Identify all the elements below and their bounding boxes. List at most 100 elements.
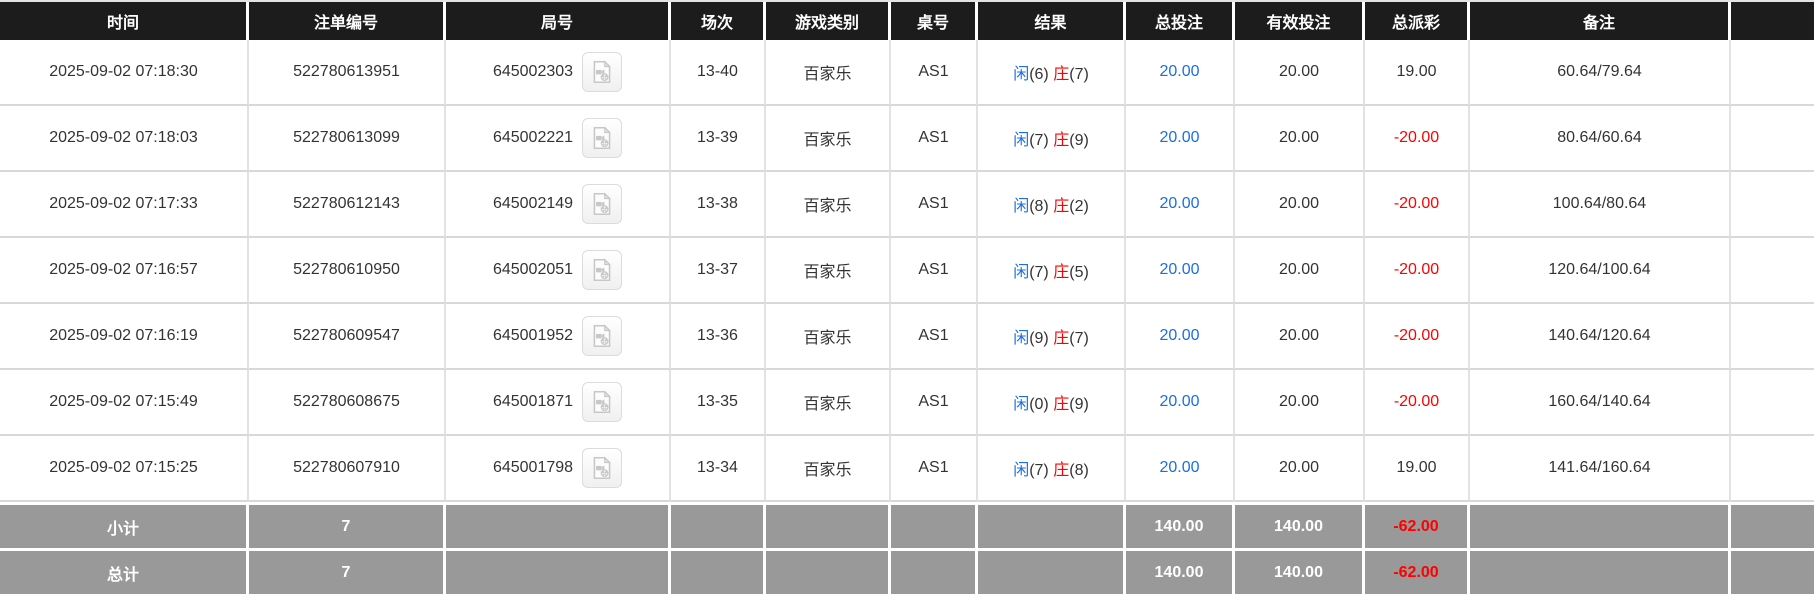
total-bet-link[interactable]: 20.00 [1159,327,1200,344]
cell-game-type: 百家乐 [766,436,891,502]
video-replay-button[interactable] [582,52,623,92]
round-id-value: 645002051 [492,261,574,278]
cell-table-no: AS1 [891,370,978,436]
subtotal-empty-game-type [766,502,891,548]
cell-table-no: AS1 [891,436,978,502]
cell-filler [1731,172,1814,238]
video-replay-button[interactable] [582,316,623,356]
cell-filler [1731,106,1814,172]
cell-total-bet: 20.00 [1126,106,1235,172]
total-empty-round [446,548,671,594]
cell-result: 闲(9) 庄(7) [978,304,1126,370]
header-time: 时间 [0,2,249,40]
result-player-label: 闲 [1013,66,1030,83]
total-filler-cell [1731,548,1814,594]
cell-session: 13-35 [671,370,766,436]
cell-table-no: AS1 [891,106,978,172]
result-banker-label: 庄 [1053,264,1070,281]
round-id-value: 645002221 [492,129,574,146]
subtotal-count: 7 [249,502,446,548]
total-empty-game-type [766,548,891,594]
cell-result: 闲(0) 庄(9) [978,370,1126,436]
table-row: 2025-09-02 07:17:33 522780612143 6450021… [0,172,1814,238]
result-banker-score: (9) [1069,132,1089,149]
result-player-score: (8) [1029,198,1049,215]
cell-payout: 19.00 [1365,40,1470,106]
video-replay-button[interactable] [582,250,623,290]
cell-game-type: 百家乐 [766,172,891,238]
video-replay-button[interactable] [582,118,623,158]
video-replay-button[interactable] [582,448,623,488]
cell-bet-id: 522780610950 [249,238,446,304]
cell-bet-id: 522780608675 [249,370,446,436]
cell-valid-bet: 20.00 [1235,436,1365,502]
header-round-id: 局号 [446,2,671,40]
result-banker-score: (7) [1069,66,1089,83]
cell-payout: -20.00 [1365,238,1470,304]
video-record-icon [589,455,615,481]
result-banker-score: (2) [1069,198,1089,215]
cell-remark: 140.64/120.64 [1470,304,1731,370]
video-replay-button[interactable] [582,382,623,422]
table-row: 2025-09-02 07:15:49 522780608675 6450018… [0,370,1814,436]
cell-time: 2025-09-02 07:15:49 [0,370,249,436]
result-player-label: 闲 [1013,330,1030,347]
total-bet-link[interactable]: 20.00 [1159,195,1200,212]
table-header: 时间 注单编号 局号 场次 游戏类别 桌号 结果 总投注 有效投注 总派彩 备注 [0,2,1814,40]
header-total-bet: 总投注 [1126,2,1235,40]
cell-session: 13-36 [671,304,766,370]
total-valid-bet: 140.00 [1235,548,1365,594]
cell-valid-bet: 20.00 [1235,370,1365,436]
cell-remark: 120.64/100.64 [1470,238,1731,304]
result-banker-label: 庄 [1053,198,1070,215]
subtotal-remark [1470,502,1731,548]
result-banker-score: (7) [1069,330,1089,347]
result-player-score: (7) [1029,132,1049,149]
total-payout: -62.00 [1365,548,1470,594]
total-bet-link[interactable]: 20.00 [1159,393,1200,410]
result-banker-label: 庄 [1053,396,1070,413]
cell-remark: 60.64/79.64 [1470,40,1731,106]
cell-round-id: 645002221 [446,106,671,172]
subtotal-payout: -62.00 [1365,502,1470,548]
total-count: 7 [249,548,446,594]
round-id-value: 645002303 [492,63,574,80]
result-player-score: (9) [1029,330,1049,347]
total-bet-link[interactable]: 20.00 [1159,129,1200,146]
cell-bet-id: 522780613951 [249,40,446,106]
cell-payout: 19.00 [1365,436,1470,502]
result-banker-label: 庄 [1053,462,1070,479]
cell-session: 13-39 [671,106,766,172]
cell-filler [1731,238,1814,304]
result-player-score: (7) [1029,462,1049,479]
result-player-score: (7) [1029,264,1049,281]
round-id-value: 645001798 [492,459,574,476]
total-bet-link[interactable]: 20.00 [1159,63,1200,80]
cell-round-id: 645001798 [446,436,671,502]
total-bet-link[interactable]: 20.00 [1159,261,1200,278]
round-id-value: 645001952 [492,327,574,344]
cell-payout: -20.00 [1365,370,1470,436]
cell-total-bet: 20.00 [1126,172,1235,238]
cell-game-type: 百家乐 [766,238,891,304]
cell-table-no: AS1 [891,40,978,106]
video-record-icon [589,257,615,283]
cell-payout: -20.00 [1365,172,1470,238]
cell-result: 闲(7) 庄(5) [978,238,1126,304]
cell-time: 2025-09-02 07:17:33 [0,172,249,238]
cell-valid-bet: 20.00 [1235,106,1365,172]
cell-remark: 160.64/140.64 [1470,370,1731,436]
cell-bet-id: 522780609547 [249,304,446,370]
video-record-icon [589,191,615,217]
round-id-value: 645001871 [492,393,574,410]
cell-table-no: AS1 [891,172,978,238]
video-replay-button[interactable] [582,184,623,224]
subtotal-total-bet: 140.00 [1126,502,1235,548]
total-bet-link[interactable]: 20.00 [1159,459,1200,476]
cell-filler [1731,436,1814,502]
result-banker-label: 庄 [1053,330,1070,347]
subtotal-row: 小计 7 140.00 140.00 -62.00 [0,502,1814,548]
cell-session: 13-37 [671,238,766,304]
cell-remark: 100.64/80.64 [1470,172,1731,238]
